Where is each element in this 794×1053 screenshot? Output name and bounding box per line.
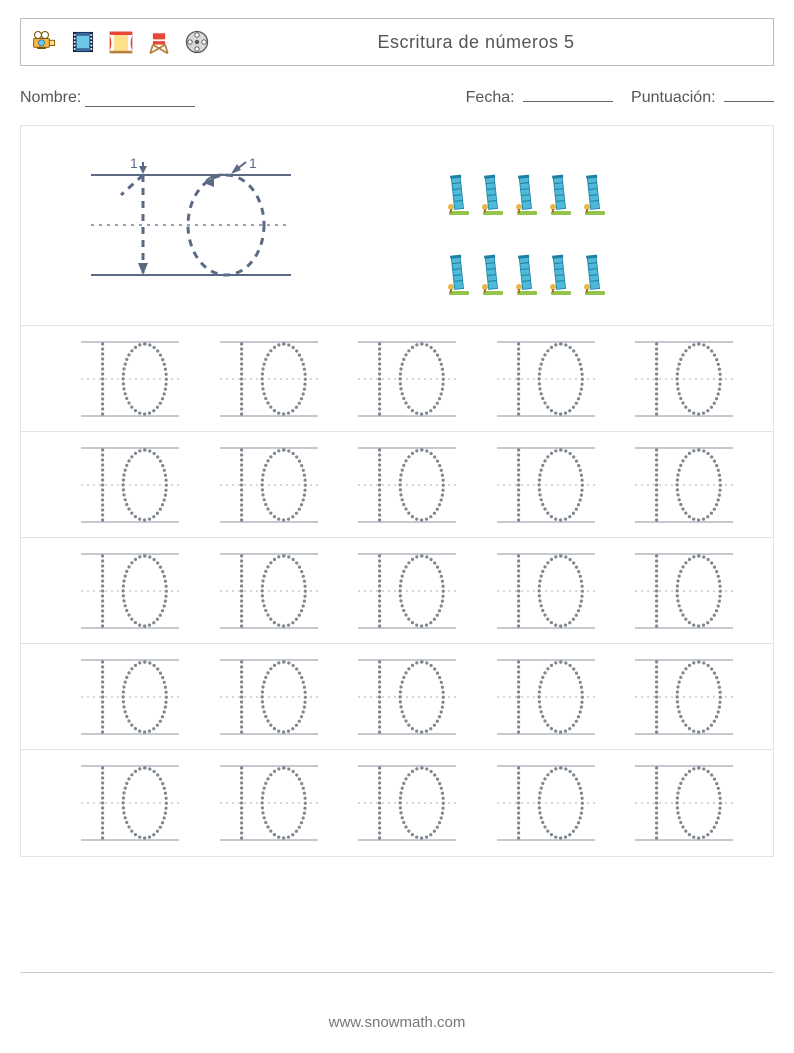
footer-url: www.snowmath.com — [0, 1014, 794, 1031]
name-blank[interactable] — [85, 93, 195, 107]
demo-number-diagram: 1 1 — [21, 126, 397, 325]
trace-number-10[interactable] — [81, 762, 179, 844]
leaning-tower-icon — [481, 173, 505, 217]
trace-row-1[interactable] — [21, 326, 773, 432]
reel-icon — [183, 28, 211, 56]
date-blank[interactable] — [523, 88, 613, 102]
leaning-tower-icon — [515, 253, 539, 297]
trace-number-10[interactable] — [497, 656, 595, 738]
trace-row-4[interactable] — [21, 644, 773, 750]
score-label: Puntuación: — [631, 89, 716, 106]
leaning-tower-icon — [481, 253, 505, 297]
trace-number-10[interactable] — [81, 338, 179, 420]
stroke-label-1a: 1 — [130, 155, 138, 171]
trace-number-10[interactable] — [358, 550, 456, 632]
worksheet-page: Escritura de números 5 Nombre: Fecha: Pu… — [0, 0, 794, 1053]
curtain-icon — [107, 28, 135, 56]
trace-number-10[interactable] — [635, 656, 733, 738]
leaning-tower-icon — [447, 173, 471, 217]
counting-row-2 — [447, 253, 743, 293]
counting-row-1 — [447, 173, 743, 213]
demo-row: 1 1 — [21, 126, 773, 326]
trace-number-10[interactable] — [635, 550, 733, 632]
name-label: Nombre: — [20, 89, 81, 107]
counting-area — [397, 126, 773, 325]
film-icon — [69, 28, 97, 56]
trace-row-5[interactable] — [21, 750, 773, 856]
projector-icon — [31, 28, 59, 56]
trace-number-10[interactable] — [497, 444, 595, 526]
trace-number-10[interactable] — [635, 444, 733, 526]
trace-number-10[interactable] — [220, 338, 318, 420]
date-field: Fecha: — [466, 88, 613, 107]
trace-number-10[interactable] — [497, 762, 595, 844]
worksheet-body: 1 1 — [20, 125, 774, 857]
name-field: Nombre: — [20, 88, 195, 107]
trace-row-2[interactable] — [21, 432, 773, 538]
trace-row-3[interactable] — [21, 538, 773, 644]
header-box: Escritura de números 5 — [20, 18, 774, 66]
trace-number-10[interactable] — [497, 338, 595, 420]
trace-number-10[interactable] — [635, 762, 733, 844]
header-icon-row — [31, 28, 211, 56]
trace-number-10[interactable] — [358, 338, 456, 420]
trace-number-10[interactable] — [497, 550, 595, 632]
trace-number-10[interactable] — [358, 656, 456, 738]
leaning-tower-icon — [549, 173, 573, 217]
trace-number-10[interactable] — [220, 444, 318, 526]
trace-number-10[interactable] — [81, 550, 179, 632]
director-chair-icon — [145, 28, 173, 56]
trace-number-10[interactable] — [358, 762, 456, 844]
trace-number-10[interactable] — [81, 444, 179, 526]
trace-number-10[interactable] — [358, 444, 456, 526]
leaning-tower-icon — [549, 253, 573, 297]
trace-number-10[interactable] — [81, 656, 179, 738]
trace-number-10[interactable] — [220, 656, 318, 738]
score-field: Puntuación: — [631, 88, 774, 107]
leaning-tower-icon — [447, 253, 471, 297]
stroke-diagram-10: 1 1 — [81, 150, 301, 300]
stroke-label-1b: 1 — [249, 155, 257, 171]
score-blank[interactable] — [724, 88, 774, 102]
leaning-tower-icon — [583, 173, 607, 217]
trace-number-10[interactable] — [220, 762, 318, 844]
trace-number-10[interactable] — [635, 338, 733, 420]
worksheet-title: Escritura de números 5 — [219, 32, 763, 53]
trace-number-10[interactable] — [220, 550, 318, 632]
leaning-tower-icon — [515, 173, 539, 217]
leaning-tower-icon — [583, 253, 607, 297]
meta-row: Nombre: Fecha: Puntuación: — [20, 88, 774, 107]
date-label: Fecha: — [466, 89, 515, 106]
